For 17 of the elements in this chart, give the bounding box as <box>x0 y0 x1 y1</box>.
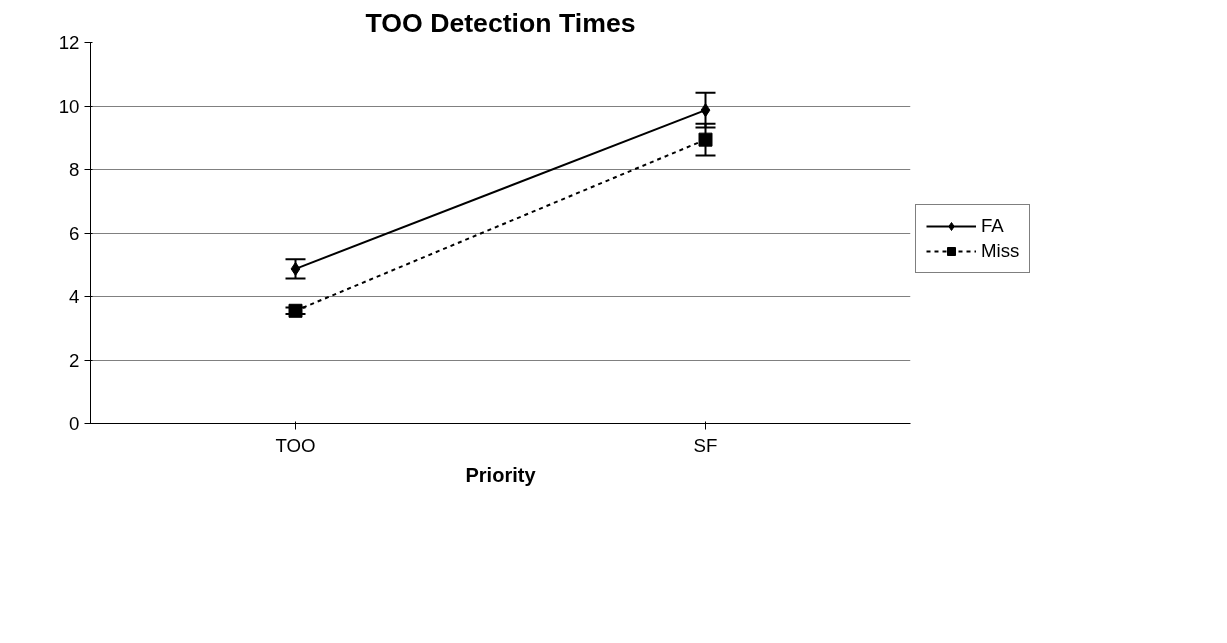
y-tick-label: 6 <box>69 222 80 244</box>
y-tick-label: 2 <box>69 349 80 371</box>
point <box>700 103 711 118</box>
y-tick-label: 8 <box>69 159 80 180</box>
legend-label: Miss <box>981 240 1020 262</box>
point <box>290 261 301 276</box>
y-tick-label: 12 <box>58 32 80 53</box>
chart-title: TOO Detection Times <box>365 7 636 38</box>
point <box>288 303 303 318</box>
y-tick-label: 10 <box>58 95 80 117</box>
x-tick-label: SF <box>693 434 718 456</box>
legend-label: FA <box>981 215 1004 237</box>
x-tick-label: TOO <box>275 434 316 456</box>
y-tick-label: 4 <box>69 286 80 307</box>
y-tick-label: 0 <box>69 413 80 434</box>
point <box>698 132 713 147</box>
x-axis-title: Priority <box>465 463 537 486</box>
